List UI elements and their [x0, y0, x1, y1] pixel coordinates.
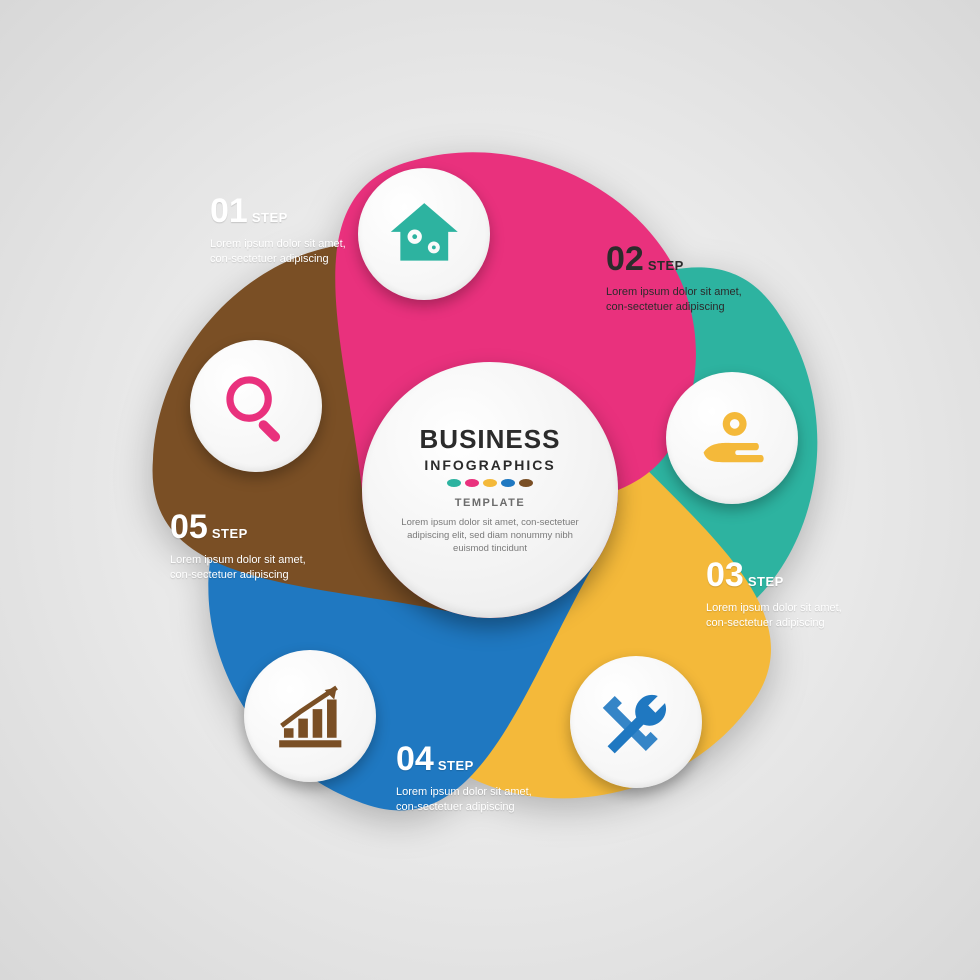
center-template-label: TEMPLATE [455, 497, 525, 509]
icon-disc-step4 [244, 650, 376, 782]
label-step2: 02 STEP Lorem ipsum dolor sit amet, con-se… [606, 240, 756, 315]
step-word: STEP [252, 210, 288, 225]
label-step1: 01 STEP Lorem ipsum dolor sit amet, con-se… [210, 192, 360, 267]
center-subtitle: INFOGRAPHICS [424, 457, 555, 473]
house-gear-icon [386, 196, 463, 273]
step-word: STEP [438, 758, 474, 773]
step-number: 03 [706, 556, 744, 595]
step-number: 05 [170, 508, 208, 547]
step-body: Lorem ipsum dolor sit amet, con-sectetue… [170, 553, 320, 583]
icon-disc-step5 [190, 340, 322, 472]
step-body: Lorem ipsum dolor sit amet, con-sectetue… [210, 237, 360, 267]
step-word: STEP [212, 526, 248, 541]
step-number: 01 [210, 192, 248, 231]
label-step4: 04 STEP Lorem ipsum dolor sit amet, con-se… [396, 740, 546, 815]
center-body-text: Lorem ipsum dolor sit amet, con-sectetue… [390, 517, 590, 555]
step-word: STEP [648, 258, 684, 273]
color-dot [447, 479, 461, 487]
label-step3: 03 STEP Lorem ipsum dolor sit amet, con-se… [706, 556, 856, 631]
hand-gear-icon [694, 400, 771, 477]
icon-disc-step3 [570, 656, 702, 788]
center-color-dots [447, 479, 533, 487]
step-body: Lorem ipsum dolor sit amet, con-sectetue… [706, 601, 856, 631]
icon-disc-step2 [666, 372, 798, 504]
color-dot [483, 479, 497, 487]
color-dot [465, 479, 479, 487]
icon-disc-step1 [358, 168, 490, 300]
color-dot [519, 479, 533, 487]
step-body: Lorem ipsum dolor sit amet, con-sectetue… [396, 785, 546, 815]
magnifier-icon [218, 368, 295, 445]
color-dot [501, 479, 515, 487]
chart-up-icon [272, 678, 349, 755]
step-number: 04 [396, 740, 434, 779]
center-disc: BUSINESS INFOGRAPHICS TEMPLATE Lorem ips… [362, 362, 618, 618]
step-number: 02 [606, 240, 644, 279]
infographic-stage: BUSINESS INFOGRAPHICS TEMPLATE Lorem ips… [0, 0, 980, 980]
label-step5: 05 STEP Lorem ipsum dolor sit amet, con-se… [170, 508, 320, 583]
center-title: BUSINESS [420, 424, 561, 455]
tools-icon [598, 684, 675, 761]
step-body: Lorem ipsum dolor sit amet, con-sectetue… [606, 285, 756, 315]
step-word: STEP [748, 574, 784, 589]
